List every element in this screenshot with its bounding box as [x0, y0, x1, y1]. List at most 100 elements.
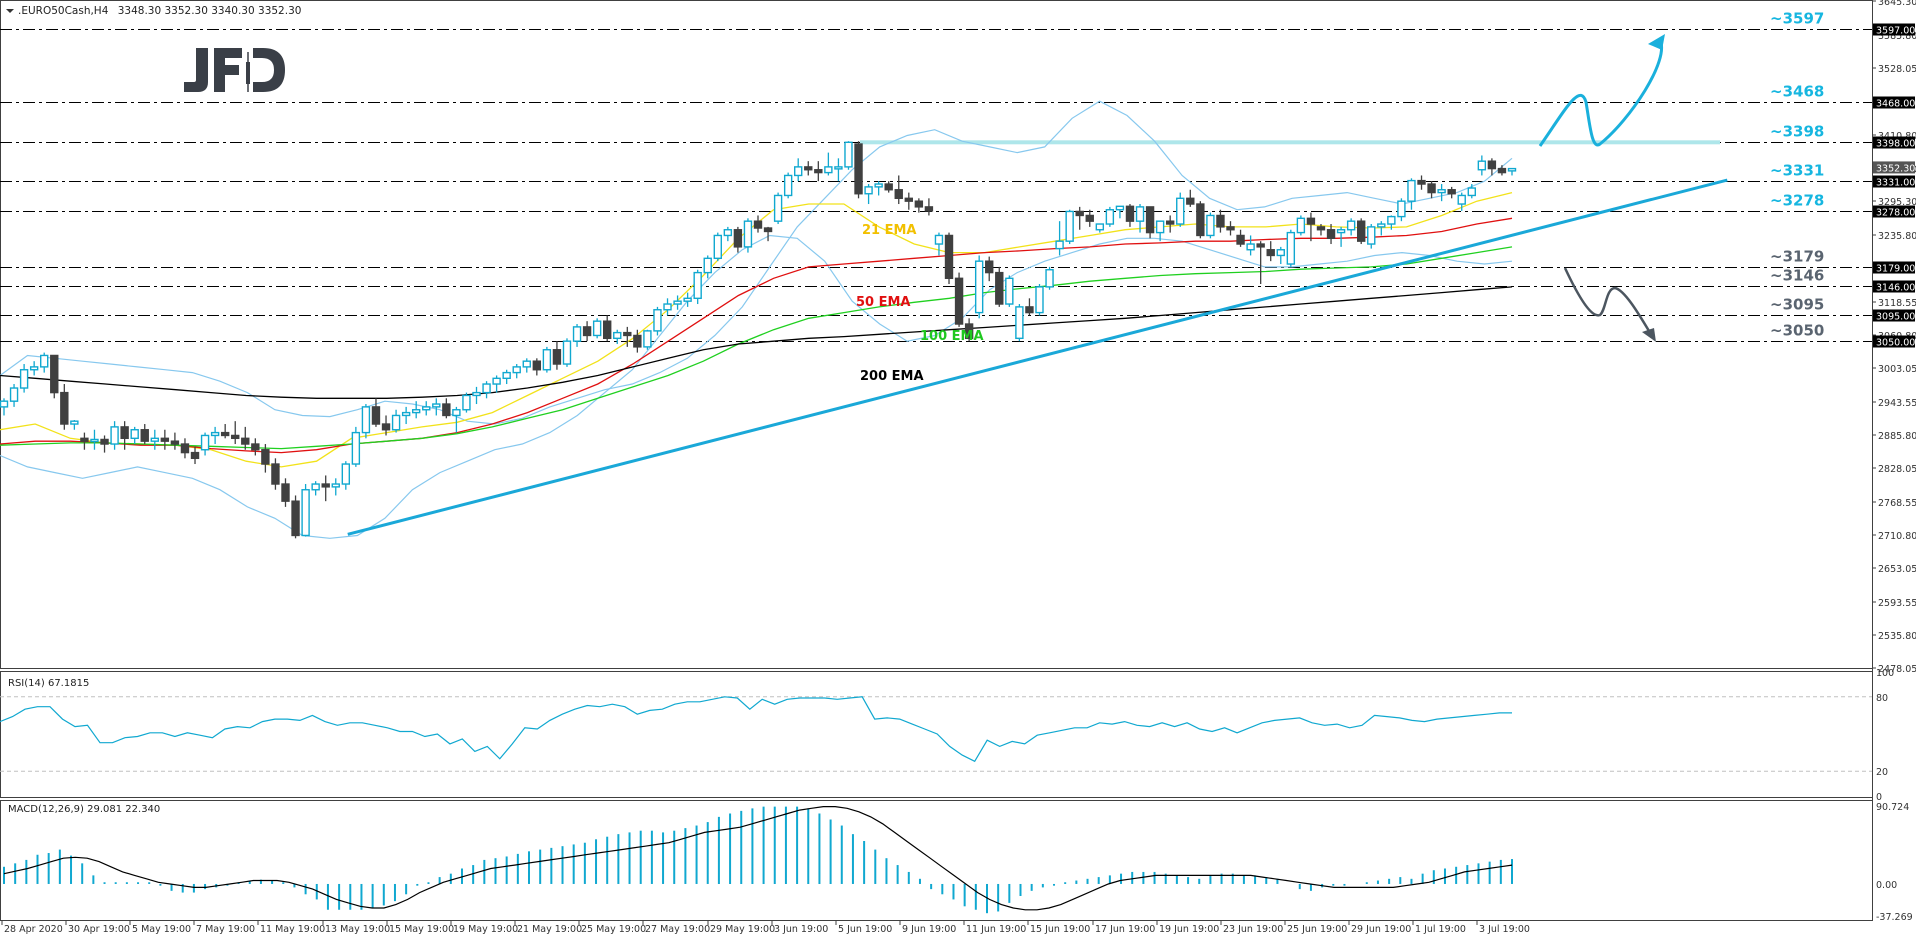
candle [613, 331, 622, 340]
candle [663, 303, 672, 311]
rsi-tick: 20 [1876, 767, 1888, 778]
ema-label: 21 EMA [862, 223, 917, 238]
candle [311, 483, 320, 491]
candle [371, 406, 381, 425]
candle [1407, 179, 1416, 202]
candle [271, 463, 280, 485]
time-tick-label: 5 Jun 19:00 [838, 924, 892, 935]
time-tick-label: 25 May 19:00 [581, 924, 646, 935]
candle [1346, 220, 1356, 231]
candle [251, 443, 260, 451]
level-price-tag [1873, 175, 1915, 188]
candle [824, 166, 833, 174]
time-tick-label: 23 Jun 19:00 [1223, 924, 1283, 935]
candle [180, 443, 190, 454]
candle [623, 331, 632, 337]
level-label: ~3146 [1770, 267, 1824, 285]
candle [60, 391, 69, 425]
macd-label: MACD(12,26,9) 29.081 22.340 [8, 804, 160, 815]
dropdown-triangle-icon[interactable] [6, 9, 14, 13]
time-tick-label: 11 Jun 19:00 [966, 924, 1026, 935]
candle [1085, 214, 1094, 222]
trendline[interactable] [347, 178, 1728, 536]
candle [974, 260, 984, 314]
level-label: ~3331 [1770, 162, 1824, 180]
level-label: ~3398 [1770, 123, 1824, 141]
candle [713, 234, 722, 260]
candle [432, 403, 441, 408]
time-axis[interactable]: 28 Apr 2020 30 Apr 19:00 5 May 19:00 7 May … [1, 921, 1530, 935]
level-price-tag [1873, 261, 1915, 274]
price-tick-label: 2593.55 [1878, 598, 1916, 609]
price-tick-label: 3118.55 [1878, 298, 1916, 309]
candle [693, 271, 702, 300]
candle [9, 387, 19, 402]
candle [733, 229, 743, 248]
rsi-tick: 80 [1876, 693, 1888, 704]
ema-labels: 21 EMA 50 EMA 100 EMA 200 EMA [856, 223, 984, 384]
candle [1135, 206, 1145, 222]
level-price-tag [1873, 96, 1915, 109]
rsi-line: 100 80 20 0 [0, 668, 1894, 803]
candle [773, 194, 783, 222]
candle [834, 166, 843, 170]
candle [1025, 306, 1034, 314]
candle [70, 420, 79, 425]
candle [291, 500, 300, 537]
candle [894, 189, 903, 200]
bullish-scenario-arrow [1538, 39, 1663, 147]
candle [452, 409, 461, 417]
time-tick-label: 30 Apr 19:00 [68, 924, 130, 935]
time-tick-label: 1 Jul 19:00 [1415, 924, 1466, 935]
candle [1196, 203, 1205, 237]
candle [1256, 243, 1265, 248]
candle [1296, 217, 1306, 234]
candle [1286, 231, 1296, 265]
candle [422, 406, 431, 411]
rsi-label: RSI(14) 67.1815 [8, 678, 89, 689]
price-tick-label: 2943.55 [1878, 398, 1916, 409]
candle [1377, 223, 1386, 228]
candle [261, 449, 270, 465]
candle [854, 143, 863, 195]
macd-tick: 90.724 [1876, 802, 1909, 813]
candle [1507, 167, 1517, 172]
candle [411, 409, 421, 414]
candle [633, 334, 642, 348]
price-tick-label: 2768.55 [1878, 498, 1916, 509]
candle [502, 371, 511, 380]
price-tick-label: 2478.05 [1878, 664, 1916, 675]
level-price-tag-text: 3179.00 [1876, 264, 1915, 275]
candle [1145, 206, 1155, 234]
candle [1226, 226, 1235, 231]
level-price-tag [1873, 280, 1915, 293]
candle [794, 166, 803, 177]
candle [572, 326, 582, 342]
candle [1075, 210, 1084, 217]
current-price-text: 3352.30 [1876, 163, 1915, 174]
level-price-tag-text: 3331.00 [1876, 178, 1915, 189]
time-tick-label: 29 Jun 19:00 [1351, 924, 1411, 935]
candle [995, 271, 1004, 305]
candle [964, 323, 974, 340]
candle [592, 320, 602, 337]
candle [472, 391, 481, 397]
candle [200, 434, 210, 451]
candle [140, 429, 149, 442]
level-price-tag-text: 3398.00 [1876, 139, 1915, 150]
time-tick-label: 21 May 19:00 [517, 924, 582, 935]
price-tick-label: 2535.80 [1878, 631, 1916, 642]
candle [1356, 220, 1366, 242]
candle [341, 463, 351, 485]
time-tick-label: 25 Jun 19:00 [1287, 924, 1347, 935]
candle [944, 234, 954, 280]
candle [753, 220, 763, 229]
candle [1336, 229, 1346, 234]
macd-tick: 0.00 [1876, 880, 1897, 891]
candle [874, 183, 883, 188]
candle [120, 426, 129, 440]
candle [442, 403, 451, 417]
candle [924, 206, 934, 212]
level-price-tag [1873, 335, 1915, 348]
